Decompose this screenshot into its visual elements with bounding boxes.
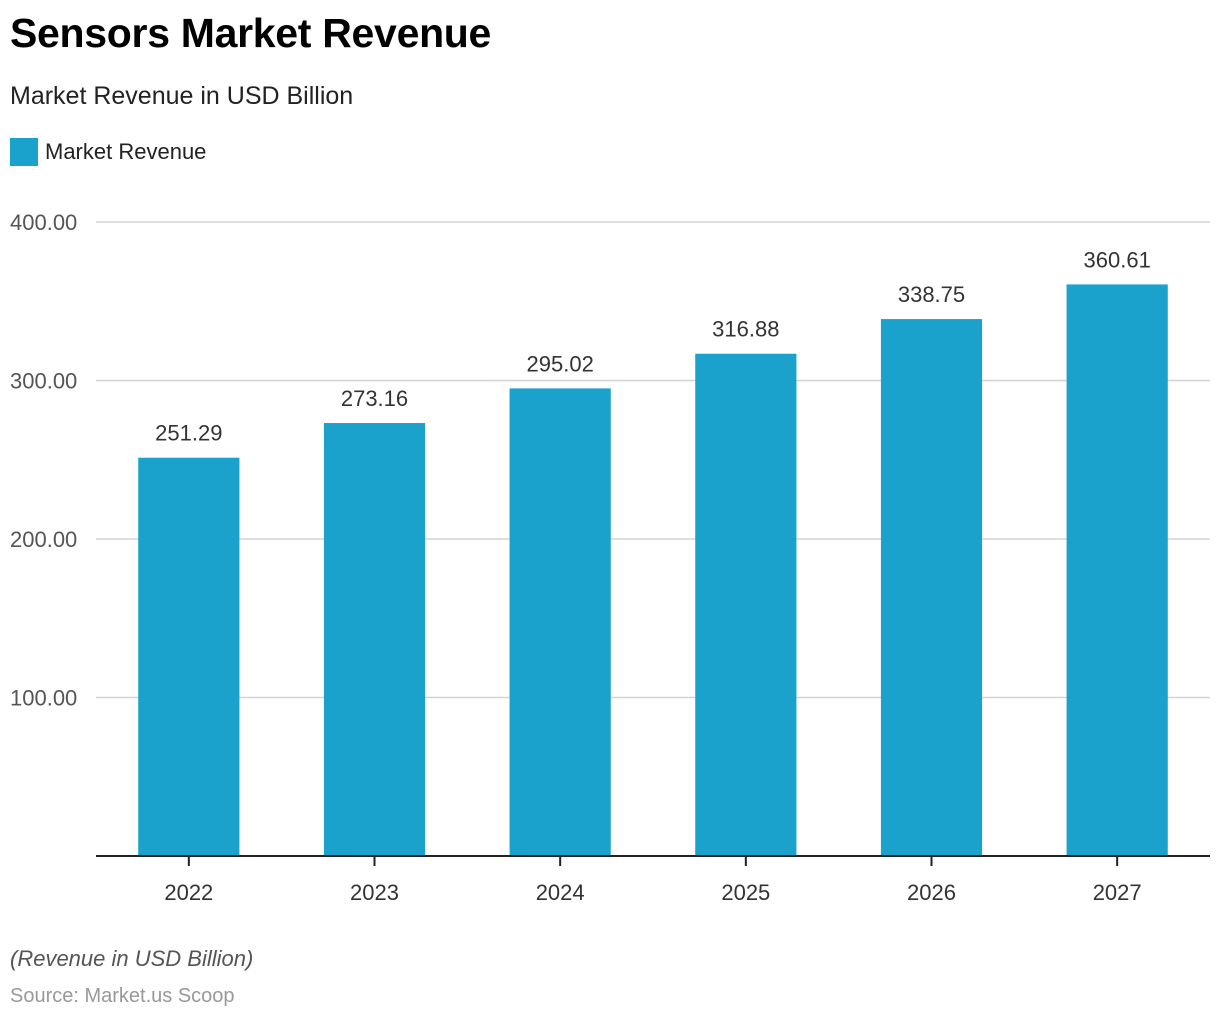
y-tick-label: 200.00: [10, 527, 77, 552]
x-tick-label: 2024: [536, 880, 585, 905]
bar: [509, 388, 611, 856]
chart-title: Sensors Market Revenue: [10, 10, 492, 56]
data-labels: 251.29 273.16 295.02 316.88 338.75 360.61: [155, 247, 1151, 445]
data-label: 295.02: [527, 351, 594, 376]
legend-label: Market Revenue: [45, 139, 207, 164]
legend: Market Revenue: [10, 138, 206, 166]
source-text: Source: Market.us Scoop: [10, 985, 235, 1007]
bar: [695, 353, 797, 856]
data-label: 251.29: [155, 421, 222, 446]
data-label: 360.61: [1084, 247, 1151, 272]
bar: [880, 319, 983, 856]
gridlines: [96, 221, 1210, 699]
chart-subtitle: Market Revenue in USD Billion: [10, 82, 354, 110]
bar: [1066, 284, 1168, 857]
x-tick-label: 2026: [907, 880, 956, 905]
bar: [323, 423, 426, 856]
y-tick-label: 100.00: [10, 686, 77, 711]
x-tick-label: 2023: [350, 880, 399, 905]
y-axis: 100.00 200.00 300.00 400.00: [10, 210, 77, 711]
y-tick-label: 300.00: [10, 369, 77, 394]
x-tick-label: 2027: [1093, 880, 1142, 905]
x-tick-label: 2022: [164, 880, 213, 905]
data-label: 316.88: [712, 317, 779, 342]
data-label: 338.75: [898, 282, 965, 307]
bars: [138, 284, 1168, 857]
bar: [138, 457, 240, 856]
x-axis: 2022 2023 2024 2025 2026 2027: [96, 855, 1210, 905]
footnote: (Revenue in USD Billion): [10, 946, 254, 971]
x-tick-label: 2025: [721, 880, 770, 905]
y-tick-label: 400.00: [10, 210, 77, 235]
legend-swatch: [10, 138, 38, 166]
data-label: 273.16: [341, 386, 408, 411]
